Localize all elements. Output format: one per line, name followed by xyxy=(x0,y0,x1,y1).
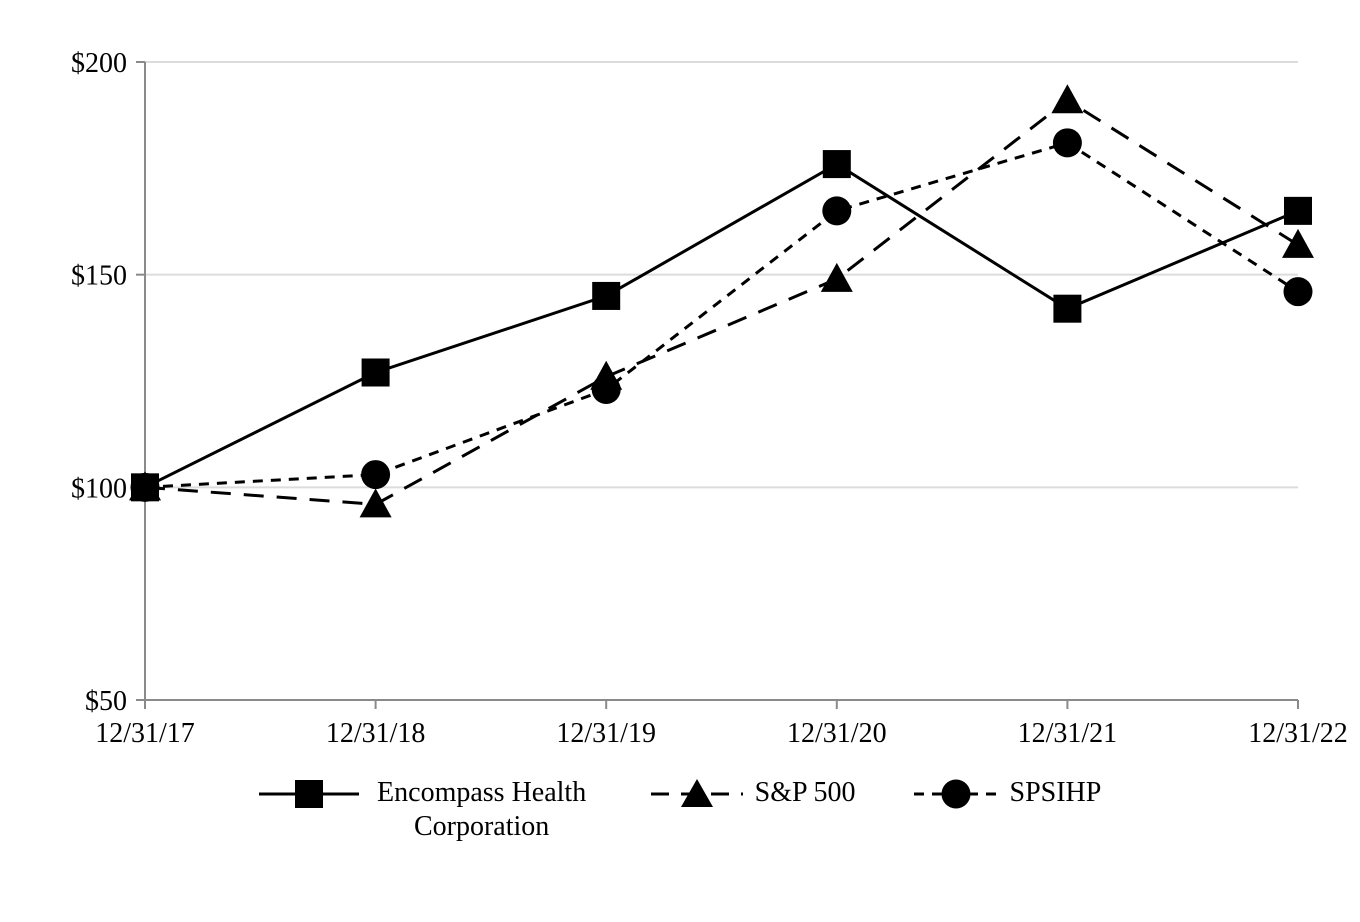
legend-sample-dot-circle xyxy=(913,779,998,809)
marker-triangle-s-p-500-4 xyxy=(1051,84,1084,114)
legend-label-spsihp: SPSIHP xyxy=(1009,777,1102,808)
x-tick-label-3: 12/31/20 xyxy=(787,718,887,749)
series-line-spsihp xyxy=(144,141,1299,489)
x-tick-label-1: 12/31/18 xyxy=(326,718,426,749)
x-tick-label-5: 12/31/22 xyxy=(1248,718,1348,749)
marker-circle-spsihp-3 xyxy=(822,196,852,226)
legend-item-encompass-health: Encompass Health Corporation xyxy=(258,776,593,844)
legend-item-spsihp: SPSIHP xyxy=(913,776,1102,811)
legend-marker-square xyxy=(294,780,323,808)
y-tick-label-100: $100 xyxy=(71,473,127,504)
legend-marker-triangle xyxy=(680,779,713,807)
marker-circle-spsihp-1 xyxy=(361,460,391,490)
plot-svg: $50 $100 $150 $200 12/31/17 12/31/18 12/31/19 1… xyxy=(71,48,1348,749)
legend-sample-solid-square xyxy=(258,780,359,808)
x-tick-label-2: 12/31/19 xyxy=(556,718,656,749)
marker-square-encompass-health-corporation-3 xyxy=(822,150,851,179)
legend-label-sp500: S&P 500 xyxy=(754,777,856,808)
y-tick-label-200: $200 xyxy=(71,48,127,79)
marker-triangle-s-p-500-1 xyxy=(359,488,392,518)
marker-square-encompass-health-corporation-1 xyxy=(361,358,390,387)
marker-square-encompass-health-corporation-2 xyxy=(592,281,621,310)
legend-label-encompass-health: Encompass Health Corporation xyxy=(377,777,587,842)
chart-legend: Encompass Health Corporation S&P 500 SPS… xyxy=(0,776,1360,844)
y-tick-label-150: $150 xyxy=(71,261,127,292)
marker-square-encompass-health-corporation-5 xyxy=(1284,196,1312,225)
marker-circle-spsihp-0 xyxy=(130,472,160,502)
legend-item-sp500: S&P 500 xyxy=(650,776,856,811)
marker-square-encompass-health-corporation-4 xyxy=(1053,294,1082,323)
legend-sample-dash-triangle xyxy=(650,779,743,807)
x-tick-label-4: 12/31/21 xyxy=(1018,718,1118,749)
x-tick-label-0: 12/31/17 xyxy=(95,718,195,749)
marker-triangle-s-p-500-5 xyxy=(1282,228,1314,258)
y-tick-label-50: $50 xyxy=(85,686,127,717)
marker-circle-spsihp-4 xyxy=(1052,128,1082,158)
marker-circle-spsihp-5 xyxy=(1283,277,1313,307)
legend-marker-circle xyxy=(941,779,971,809)
series-line-s-p-500 xyxy=(144,98,1299,506)
marker-triangle-s-p-500-3 xyxy=(820,262,853,292)
marker-circle-spsihp-2 xyxy=(591,375,621,405)
series-line-encompass-health-corporation xyxy=(144,162,1299,489)
